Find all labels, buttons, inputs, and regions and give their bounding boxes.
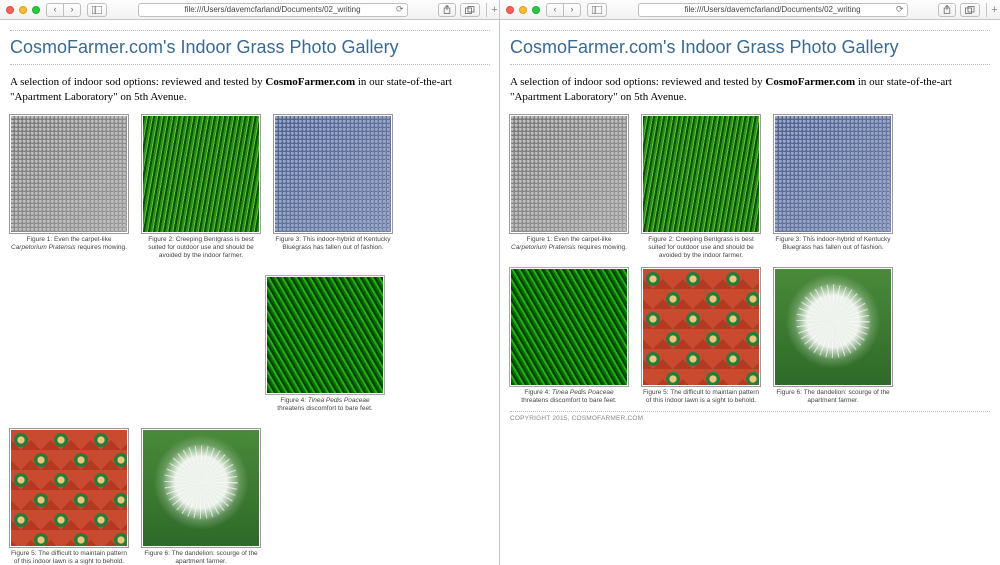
reload-icon[interactable]: ⟳ xyxy=(396,4,404,15)
intro-text: A selection of indoor sod options: revie… xyxy=(10,75,490,105)
intro-brand: CosmoFarmer.com xyxy=(265,76,355,88)
figure-6: Figure 6: The dandelion: scourge of the … xyxy=(142,429,260,565)
close-icon[interactable] xyxy=(506,6,514,14)
thumb-4[interactable] xyxy=(266,276,384,394)
caption-3: Figure 3: This indoor-hybrid of Kentucky… xyxy=(274,236,392,252)
forward-button[interactable]: › xyxy=(563,3,581,17)
figure-4: Figure 4: Tinea Pedis Poaceae threatens … xyxy=(510,268,628,405)
caption-3: Figure 3: This indoor-hybrid of Kentucky… xyxy=(774,236,892,252)
minimize-icon[interactable] xyxy=(519,6,527,14)
new-tab-button[interactable]: + xyxy=(986,3,1000,17)
toolbar: ‹ › file:///Users/davemcfarland/Document… xyxy=(0,0,500,20)
thumb-6[interactable] xyxy=(774,268,892,386)
share-button[interactable] xyxy=(438,3,456,17)
figure-2: Figure 2: Creeping Bentgrass is best sui… xyxy=(642,115,760,260)
nav-buttons: ‹ › xyxy=(46,3,81,17)
figure-3: Figure 3: This indoor-hybrid of Kentucky… xyxy=(274,115,392,260)
browser-window-left: ‹ › file:///Users/davemcfarland/Document… xyxy=(0,0,500,565)
intro-text: A selection of indoor sod options: revie… xyxy=(510,75,990,105)
caption-4: Figure 4: Tinea Pedis Poaceae threatens … xyxy=(266,397,384,413)
thumb-5[interactable] xyxy=(10,429,128,547)
caption-1: Figure 1: Even the carpet-like Carpetori… xyxy=(510,236,628,252)
window-controls xyxy=(506,6,540,14)
address-bar[interactable]: file:///Users/davemcfarland/Documents/02… xyxy=(138,3,408,17)
caption-6: Figure 6: The dandelion: scourge of the … xyxy=(774,389,892,405)
url-text: file:///Users/davemcfarland/Documents/02… xyxy=(184,5,360,14)
thumb-1[interactable] xyxy=(510,115,628,233)
caption-2: Figure 2: Creeping Bentgrass is best sui… xyxy=(142,236,260,260)
zoom-icon[interactable] xyxy=(532,6,540,14)
sidebar-button[interactable] xyxy=(87,3,107,17)
figure-4: Figure 4: Tinea Pedis Poaceae threatens … xyxy=(266,276,384,413)
caption-5: Figure 5: The difficult to maintain patt… xyxy=(10,550,128,565)
page-content: CosmoFarmer.com's Indoor Grass Photo Gal… xyxy=(500,20,1000,565)
figure-6: Figure 6: The dandelion: scourge of the … xyxy=(774,268,892,405)
back-button[interactable]: ‹ xyxy=(546,3,564,17)
intro-pre: A selection of indoor sod options: revie… xyxy=(10,76,265,88)
back-button[interactable]: ‹ xyxy=(46,3,64,17)
page-title: CosmoFarmer.com's Indoor Grass Photo Gal… xyxy=(510,30,990,65)
caption-4: Figure 4: Tinea Pedis Poaceae threatens … xyxy=(510,389,628,405)
browser-window-right: ‹ › file:///Users/davemcfarland/Document… xyxy=(500,0,1000,565)
figure-5: Figure 5: The difficult to maintain patt… xyxy=(10,429,128,565)
figure-3: Figure 3: This indoor-hybrid of Kentucky… xyxy=(774,115,892,260)
thumb-4[interactable] xyxy=(510,268,628,386)
copyright: COPYRIGHT 2015, COSMOFARMER.COM xyxy=(510,411,990,422)
zoom-icon[interactable] xyxy=(32,6,40,14)
sidebar-button[interactable] xyxy=(587,3,607,17)
thumb-2[interactable] xyxy=(142,115,260,233)
share-button[interactable] xyxy=(938,3,956,17)
caption-5: Figure 5: The difficult to maintain patt… xyxy=(642,389,760,405)
tabs-button[interactable] xyxy=(960,3,980,17)
thumb-3[interactable] xyxy=(274,115,392,233)
figure-5: Figure 5: The difficult to maintain patt… xyxy=(642,268,760,405)
new-tab-button[interactable]: + xyxy=(486,3,500,17)
gallery: Figure 1: Even the carpet-like Carpetori… xyxy=(510,115,990,406)
window-controls xyxy=(6,6,40,14)
thumb-2[interactable] xyxy=(642,115,760,233)
page-content: CosmoFarmer.com's Indoor Grass Photo Gal… xyxy=(0,20,500,565)
figure-1: Figure 1: Even the carpet-like Carpetori… xyxy=(510,115,628,260)
caption-1: Figure 1: Even the carpet-like Carpetori… xyxy=(10,236,128,252)
caption-6: Figure 6: The dandelion: scourge of the … xyxy=(142,550,260,565)
url-text: file:///Users/davemcfarland/Documents/02… xyxy=(684,5,860,14)
page-title: CosmoFarmer.com's Indoor Grass Photo Gal… xyxy=(10,30,490,65)
thumb-1[interactable] xyxy=(10,115,128,233)
thumb-5[interactable] xyxy=(642,268,760,386)
minimize-icon[interactable] xyxy=(19,6,27,14)
caption-2: Figure 2: Creeping Bentgrass is best sui… xyxy=(642,236,760,260)
intro-brand: CosmoFarmer.com xyxy=(765,76,855,88)
figure-1: Figure 1: Even the carpet-like Carpetori… xyxy=(10,115,128,260)
reload-icon[interactable]: ⟳ xyxy=(896,4,904,15)
thumb-6[interactable] xyxy=(142,429,260,547)
toolbar: ‹ › file:///Users/davemcfarland/Document… xyxy=(500,0,1000,20)
address-bar[interactable]: file:///Users/davemcfarland/Documents/02… xyxy=(638,3,908,17)
gallery: Figure 1: Even the carpet-like Carpetori… xyxy=(10,115,490,565)
nav-buttons: ‹ › xyxy=(546,3,581,17)
thumb-3[interactable] xyxy=(774,115,892,233)
intro-pre: A selection of indoor sod options: revie… xyxy=(510,76,765,88)
forward-button[interactable]: › xyxy=(63,3,81,17)
close-icon[interactable] xyxy=(6,6,14,14)
tabs-button[interactable] xyxy=(460,3,480,17)
figure-2: Figure 2: Creeping Bentgrass is best sui… xyxy=(142,115,260,260)
